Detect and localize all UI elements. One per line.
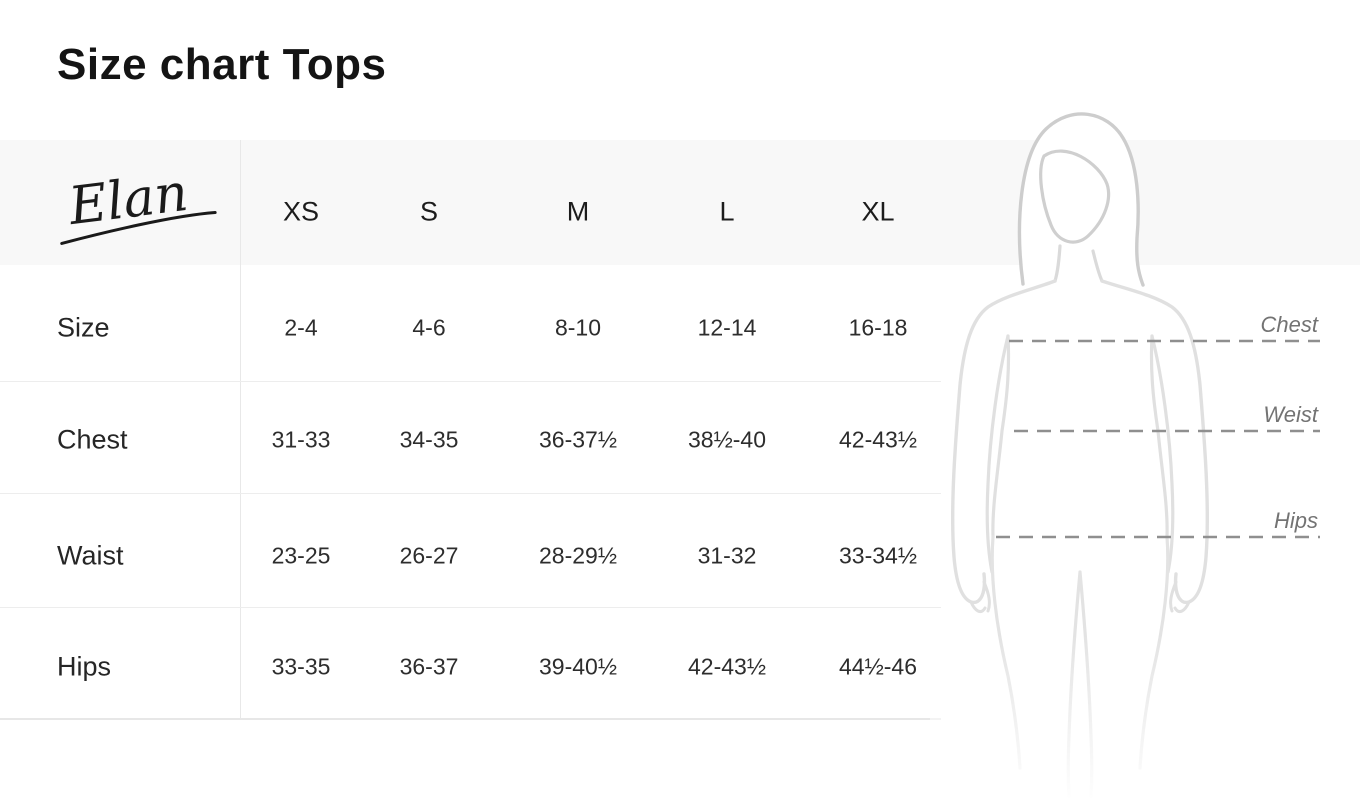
brand-logo: Elan [60, 163, 217, 245]
measurement-label-waist: Weist [1263, 402, 1318, 427]
table-cell: 42-43½ [687, 653, 767, 680]
measurement-label-chest: Chest [1261, 312, 1319, 337]
brand-logo-text: Elan [65, 163, 192, 237]
row-label-size: Size [57, 312, 110, 343]
table-cell: 42-43½ [838, 426, 918, 453]
column-header-m: M [566, 196, 590, 227]
table-cell: 12-14 [697, 314, 757, 341]
table-cell: 26-27 [399, 542, 459, 569]
torso-outline [991, 334, 1169, 539]
measurement-label-hips: Hips [1274, 508, 1318, 533]
table-cell: 33-35 [271, 653, 331, 680]
column-header-l: L [719, 196, 735, 227]
neck-outline [1053, 244, 1104, 283]
table-cell: 36-37 [399, 653, 459, 680]
table-cell: 36-37½ [538, 426, 618, 453]
table-cell: 44½-46 [838, 653, 918, 680]
table-cell: 31-32 [697, 542, 757, 569]
face-outline [1039, 149, 1111, 244]
column-header-s: S [419, 196, 439, 227]
female-body-outline: Chest Weist Hips [930, 112, 1360, 804]
table-cell: 28-29½ [538, 542, 618, 569]
table-cell: 16-18 [848, 314, 908, 341]
table-bottom-border [0, 718, 941, 720]
hand-detail [969, 580, 1191, 614]
hair-outline [1017, 112, 1145, 287]
row-divider [0, 607, 941, 608]
row-label-hips: Hips [57, 651, 112, 682]
page-title: Size chart Tops [57, 40, 387, 89]
row-label-waist: Waist [57, 540, 124, 571]
table-cell: 31-33 [271, 426, 331, 453]
table-vertical-divider [240, 140, 241, 719]
table-cell: 39-40½ [538, 653, 618, 680]
table-cell: 34-35 [399, 426, 459, 453]
row-label-chest: Chest [57, 424, 128, 455]
row-divider [0, 493, 941, 494]
column-header-xs: XS [282, 196, 320, 227]
table-cell: 4-6 [412, 314, 446, 341]
table-cell: 2-4 [284, 314, 318, 341]
table-cell: 38½-40 [687, 426, 767, 453]
row-divider [0, 381, 941, 382]
column-header-xl: XL [861, 196, 895, 227]
table-cell: 33-34½ [838, 542, 918, 569]
table-cell: 23-25 [271, 542, 331, 569]
table-cell: 8-10 [554, 314, 602, 341]
inner-arm-outline [985, 334, 1175, 574]
brand-logo-underline [60, 211, 217, 245]
figure-fade [930, 634, 1360, 804]
